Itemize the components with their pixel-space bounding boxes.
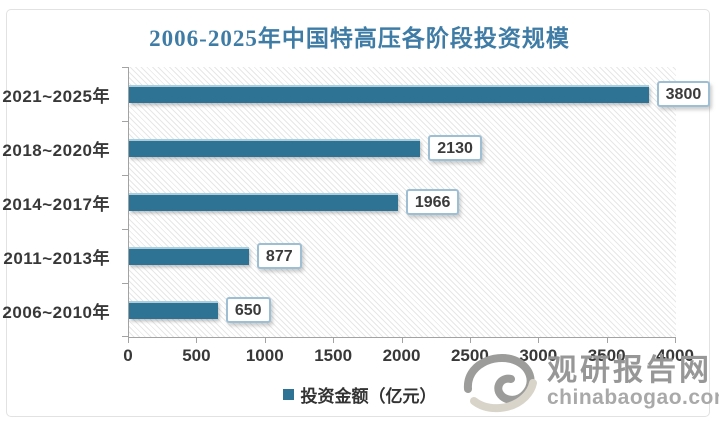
x-axis-tick-label: 3500 <box>587 346 626 365</box>
plot-area: 3800 2130 1966 877 650 <box>122 67 711 338</box>
x-axis-tick-mark <box>538 338 540 343</box>
x-axis-tick-label: 4000 <box>656 346 694 365</box>
x-axis: 0 500 1000 1500 2000 2500 3000 3500 4000 <box>123 338 694 368</box>
swirl-logo-icon <box>463 354 537 412</box>
watermark: 观研报告网 chinabaogao.com <box>460 347 719 415</box>
bar-2006~2010年 <box>129 301 218 319</box>
y-axis-tick-mark <box>122 121 129 122</box>
bar-2011~2013年 <box>129 247 249 265</box>
y-axis-label: 2018~2020年 <box>2 140 110 160</box>
chart-title: 2006-2025年中国特高压各阶段投资规模 <box>149 26 570 51</box>
data-label: 3800 <box>656 81 711 107</box>
x-axis-tick-label: 500 <box>182 346 211 365</box>
x-axis-tick-mark <box>469 338 471 343</box>
bar-2021~2025年 <box>129 85 649 103</box>
x-axis-tick-mark <box>606 338 608 343</box>
legend: 投资金额（亿元） <box>0 382 719 407</box>
y-axis-label: 2011~2013年 <box>3 248 110 268</box>
bar-2014~2017年 <box>129 193 398 211</box>
x-axis-tick-mark <box>264 338 266 343</box>
watermark-domain: chinabaogao.com <box>547 386 719 409</box>
x-axis-tick-mark <box>128 338 129 343</box>
data-label: 877 <box>256 243 302 269</box>
x-axis-tick-label: 1000 <box>245 346 284 365</box>
x-axis-tick-label: 2000 <box>382 346 421 365</box>
y-axis-tick-mark <box>122 283 129 284</box>
watermark-name: 观研报告网 <box>547 354 712 387</box>
y-axis-label: 2006~2010年 <box>2 302 110 322</box>
x-axis-tick-mark <box>401 338 403 343</box>
y-axis-tick-mark <box>122 336 129 337</box>
data-label: 1966 <box>405 189 460 215</box>
bar-2018~2020年 <box>129 139 421 157</box>
data-label: 650 <box>225 297 271 323</box>
y-axis-tick-mark <box>122 67 129 68</box>
data-label: 2130 <box>428 135 482 161</box>
x-axis-tick-label: 3000 <box>519 346 558 365</box>
y-axis-label: 2014~2017年 <box>2 194 110 214</box>
legend-label: 投资金额（亿元） <box>300 387 437 406</box>
y-axis-label: 2021~2025年 <box>2 86 110 106</box>
x-axis-tick-mark <box>675 338 676 343</box>
y-axis-tick-mark <box>122 175 129 176</box>
y-axis-category-labels: 2021~2025年 2018~2020年 2014~2017年 2011~2013年… <box>0 67 119 337</box>
x-axis-tick-label: 0 <box>123 346 133 365</box>
x-axis-tick-label: 1500 <box>314 346 353 365</box>
x-axis-tick-mark <box>333 338 335 343</box>
x-axis-tick-mark <box>196 338 198 343</box>
legend-marker-icon <box>282 389 294 400</box>
y-axis-tick-mark <box>122 229 129 230</box>
watermark-text: 观研报告网 chinabaogao.com <box>547 354 719 408</box>
